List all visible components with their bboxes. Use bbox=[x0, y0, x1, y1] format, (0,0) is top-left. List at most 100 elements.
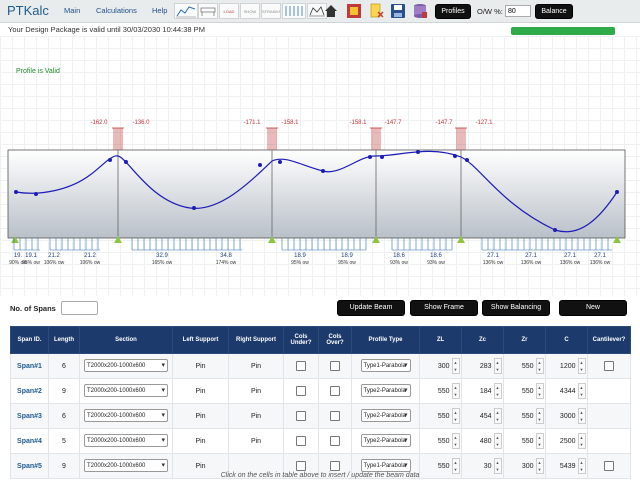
cols-under-cell[interactable] bbox=[283, 453, 319, 479]
cantilever-cell[interactable] bbox=[587, 453, 631, 479]
zr-cell[interactable]: 550▲ ▼ bbox=[503, 353, 546, 379]
span-id[interactable]: Span#2 bbox=[17, 387, 42, 395]
profile-point[interactable] bbox=[368, 155, 372, 159]
profile-point[interactable] bbox=[108, 158, 112, 162]
zl-value[interactable]: 550 bbox=[437, 462, 450, 470]
zr-value[interactable]: 550 bbox=[521, 412, 534, 420]
length-value[interactable]: 5 bbox=[62, 437, 66, 445]
span-id-cell[interactable]: Span#2 bbox=[10, 378, 49, 404]
spinner-arrows[interactable]: ▲ ▼ bbox=[535, 458, 544, 474]
tendon-drape-icon[interactable] bbox=[307, 3, 327, 19]
profile-point[interactable] bbox=[615, 190, 619, 194]
cantilever-checkbox[interactable] bbox=[604, 361, 614, 371]
spinner-arrows[interactable]: ▲ ▼ bbox=[493, 408, 502, 424]
span-id[interactable]: Span#4 bbox=[17, 437, 42, 445]
zc-cell[interactable]: 480▲ ▼ bbox=[461, 428, 504, 454]
zc-value[interactable]: 283 bbox=[479, 362, 492, 370]
cols-over-checkbox[interactable] bbox=[330, 386, 340, 396]
spinner-arrows[interactable]: ▲ ▼ bbox=[451, 433, 460, 449]
profile-type-cell[interactable]: Type2-Parabola bbox=[351, 428, 420, 454]
span-id[interactable]: Span#1 bbox=[17, 362, 42, 370]
spinner-arrows[interactable]: ▲ ▼ bbox=[451, 458, 460, 474]
cols-over-cell[interactable] bbox=[318, 353, 352, 379]
zr-value[interactable]: 550 bbox=[521, 387, 534, 395]
span-id[interactable]: Span#5 bbox=[17, 462, 42, 470]
spinner-arrows[interactable]: ▲ ▼ bbox=[535, 358, 544, 374]
zr-value[interactable]: 550 bbox=[521, 437, 534, 445]
delete-file-icon[interactable] bbox=[368, 3, 384, 19]
balance-button[interactable]: Balance bbox=[535, 4, 573, 19]
profile-point[interactable] bbox=[258, 163, 262, 167]
span-id-cell[interactable]: Span#1 bbox=[10, 353, 49, 379]
c-cell[interactable]: 3000▲ ▼ bbox=[545, 403, 588, 429]
show-balancing-button[interactable]: Show Balancing bbox=[482, 300, 550, 316]
c-value[interactable]: 3000 bbox=[559, 412, 576, 420]
length-value[interactable]: 9 bbox=[62, 387, 66, 395]
profile-point[interactable] bbox=[380, 155, 384, 159]
cols-over-cell[interactable] bbox=[318, 378, 352, 404]
cantilever-cell[interactable] bbox=[587, 428, 631, 454]
home-icon[interactable] bbox=[323, 3, 339, 19]
nav-main[interactable]: Main bbox=[64, 6, 81, 15]
tendons-icon[interactable] bbox=[282, 3, 306, 19]
zc-cell[interactable]: 454▲ ▼ bbox=[461, 403, 504, 429]
profile-type-select[interactable]: Type1-Parabola bbox=[360, 358, 411, 372]
profile-point[interactable] bbox=[192, 206, 196, 210]
profile-point[interactable] bbox=[416, 150, 420, 154]
cantilever-cell[interactable] bbox=[587, 403, 631, 429]
cols-under-checkbox[interactable] bbox=[296, 361, 306, 371]
spinner-arrows[interactable]: ▲ ▼ bbox=[577, 433, 586, 449]
table-row[interactable]: Span#4 5 T2000x200-1000x600 Pin Pin Type2-Par… bbox=[10, 428, 631, 454]
profile-type-select[interactable]: Type2-Parabola bbox=[360, 408, 411, 422]
c-cell[interactable]: 1200▲ ▼ bbox=[545, 353, 588, 379]
c-value[interactable]: 4344 bbox=[559, 387, 576, 395]
c-value[interactable]: 2500 bbox=[559, 437, 576, 445]
spinner-arrows[interactable]: ▲ ▼ bbox=[451, 383, 460, 399]
cols-under-cell[interactable] bbox=[283, 378, 319, 404]
ow-percent-input[interactable] bbox=[505, 5, 531, 17]
left-support-cell[interactable]: Pin bbox=[172, 428, 229, 454]
cols-over-checkbox[interactable] bbox=[330, 461, 340, 471]
length-cell[interactable]: 5 bbox=[48, 428, 80, 454]
zc-value[interactable]: 480 bbox=[479, 437, 492, 445]
new-button[interactable]: New bbox=[559, 300, 627, 316]
spinner-arrows[interactable]: ▲ ▼ bbox=[577, 383, 586, 399]
profile-point[interactable] bbox=[465, 158, 469, 162]
zl-value[interactable]: 300 bbox=[437, 362, 450, 370]
left-support-value[interactable]: Pin bbox=[195, 437, 206, 445]
cols-under-checkbox[interactable] bbox=[296, 411, 306, 421]
cols-over-checkbox[interactable] bbox=[330, 361, 340, 371]
profile-type-cell[interactable]: Type1-Parabola bbox=[351, 453, 420, 479]
left-support-value[interactable]: Pin bbox=[195, 462, 206, 470]
zr-value[interactable]: 300 bbox=[521, 462, 534, 470]
save-icon[interactable] bbox=[390, 3, 406, 19]
cols-over-cell[interactable] bbox=[318, 453, 352, 479]
section-cell[interactable]: T2000x200-1000x600 bbox=[79, 428, 173, 454]
right-support-value[interactable]: Pin bbox=[250, 387, 262, 395]
report-icon[interactable] bbox=[346, 3, 362, 19]
load-cases-icon[interactable]: LOAD CASES bbox=[219, 3, 239, 19]
right-support-cell[interactable]: Pin bbox=[228, 378, 284, 404]
left-support-value[interactable]: Pin bbox=[195, 412, 206, 420]
section-cell[interactable]: T2000x200-1000x600 bbox=[79, 403, 173, 429]
zc-cell[interactable]: 184▲ ▼ bbox=[461, 378, 504, 404]
cols-over-checkbox[interactable] bbox=[330, 411, 340, 421]
zr-cell[interactable]: 550▲ ▼ bbox=[503, 428, 546, 454]
span-id[interactable]: Span#3 bbox=[17, 412, 42, 420]
section-select[interactable]: T2000x200-1000x600 bbox=[84, 433, 168, 447]
profiles-button[interactable]: Profiles bbox=[435, 4, 471, 19]
profile-point[interactable] bbox=[278, 160, 282, 164]
zl-cell[interactable]: 550▲ ▼ bbox=[419, 428, 462, 454]
section-select[interactable]: T2000x200-1000x600 bbox=[84, 408, 168, 422]
zr-value[interactable]: 550 bbox=[521, 362, 534, 370]
zc-cell[interactable]: 283▲ ▼ bbox=[461, 353, 504, 379]
left-support-cell[interactable]: Pin bbox=[172, 353, 229, 379]
right-support-value[interactable]: Pin bbox=[250, 362, 262, 370]
spinner-arrows[interactable]: ▲ ▼ bbox=[493, 358, 502, 374]
right-support-cell[interactable]: Pin bbox=[228, 428, 284, 454]
table-row[interactable]: Span#1 6 T2000x200-1000x600 Pin Pin Type1-Par… bbox=[10, 353, 631, 379]
profile-type-select[interactable]: Type2-Parabola bbox=[360, 383, 411, 397]
zr-cell[interactable]: 300▲ ▼ bbox=[503, 453, 546, 479]
span-id-cell[interactable]: Span#4 bbox=[10, 428, 49, 454]
materials-chart-icon[interactable] bbox=[174, 3, 198, 19]
